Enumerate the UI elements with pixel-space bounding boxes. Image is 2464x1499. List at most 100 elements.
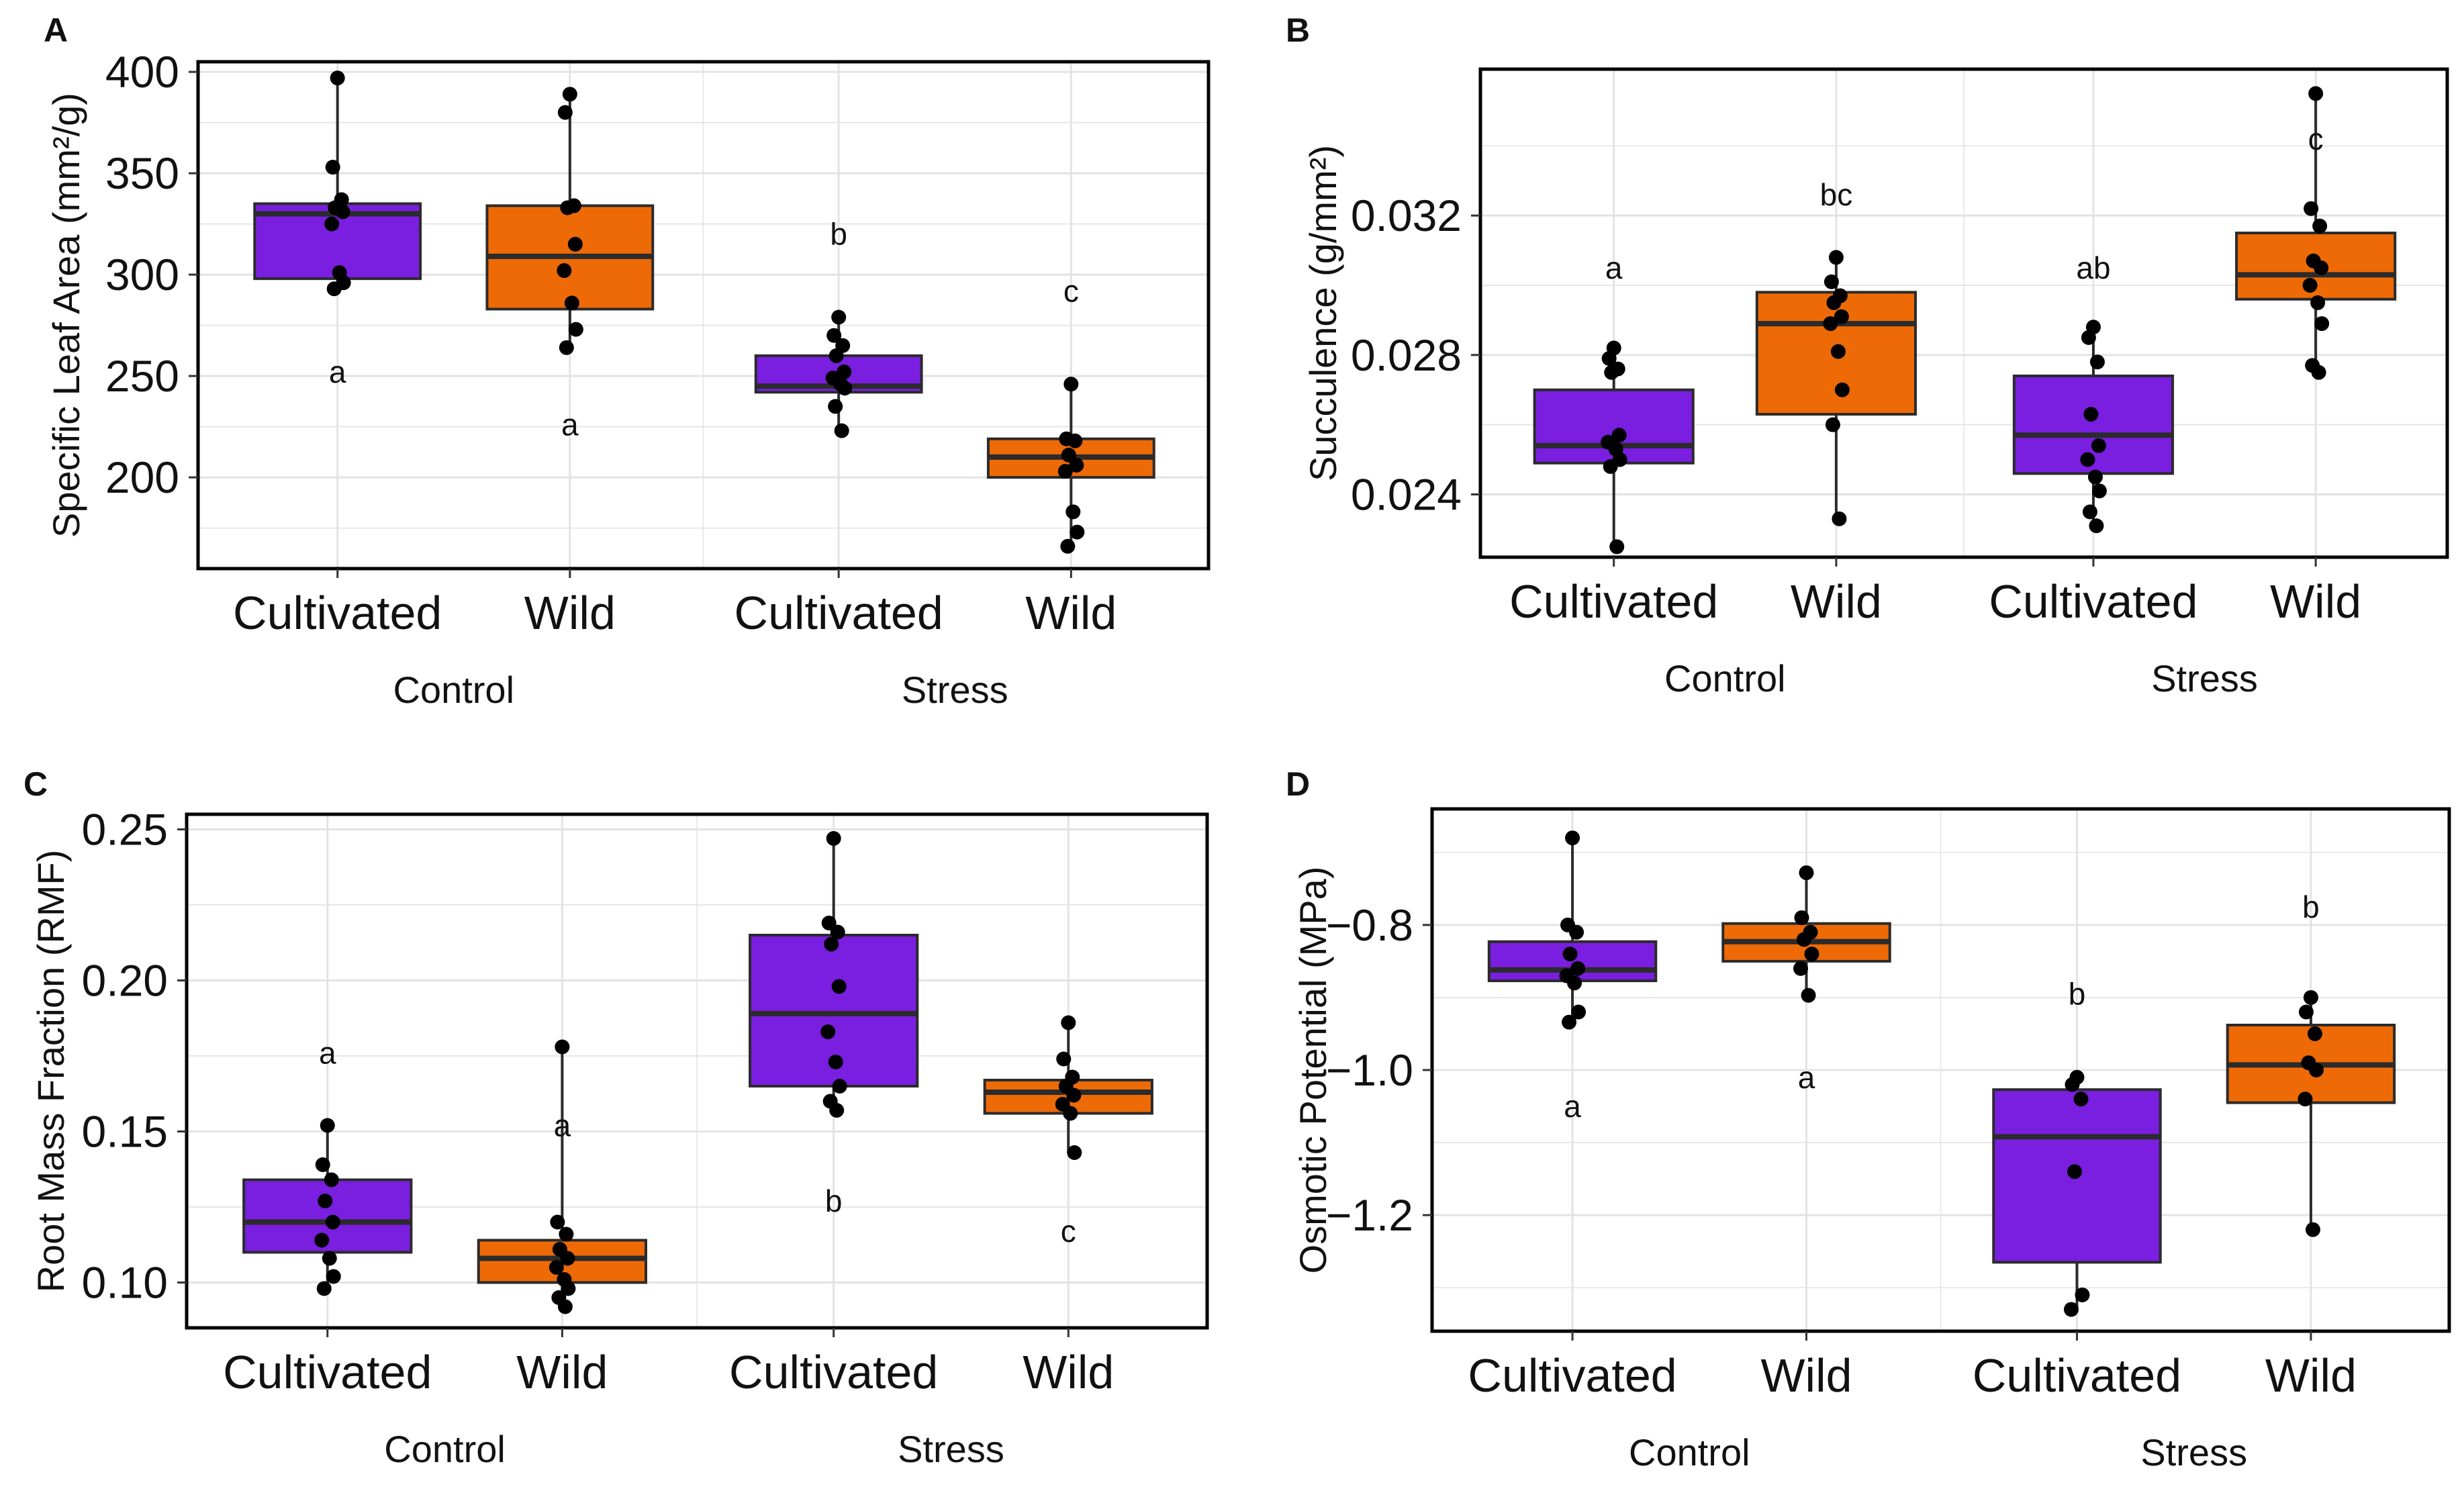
data-point <box>1562 947 1578 962</box>
y-tick-label: 300 <box>105 250 179 299</box>
data-point <box>2303 989 2318 1005</box>
box-control-cultivated: a <box>242 1036 413 1296</box>
significance-letter: c <box>1061 1214 1076 1249</box>
panel-border <box>196 60 1211 571</box>
y-tick-label: 200 <box>105 452 179 502</box>
panel-letter: D <box>1286 765 1310 803</box>
significance-letter: c <box>1063 273 1079 308</box>
x-category-label: Wild <box>1791 575 1882 628</box>
data-point <box>824 936 839 952</box>
data-point <box>820 1024 836 1039</box>
y-tick-label: 0.024 <box>1351 470 1462 520</box>
data-point <box>561 1281 576 1296</box>
data-point <box>1794 910 1809 926</box>
y-tick-label: −0.8 <box>1326 900 1413 950</box>
data-point <box>2312 218 2328 234</box>
data-point <box>557 1299 573 1314</box>
data-point <box>828 399 843 414</box>
data-point <box>1063 1106 1078 1121</box>
data-point <box>837 365 852 380</box>
data-point <box>1601 351 1617 367</box>
data-point <box>1834 382 1850 397</box>
panel-border <box>1478 67 2449 559</box>
data-point <box>2307 1026 2322 1041</box>
data-point <box>2304 201 2319 216</box>
data-point <box>1828 250 1844 265</box>
data-point <box>2091 483 2107 499</box>
data-point <box>2308 86 2324 101</box>
data-point <box>330 70 345 86</box>
data-point <box>324 1172 339 1188</box>
x-category-label: Wild <box>2265 1349 2357 1402</box>
data-point <box>1801 987 1816 1003</box>
data-point <box>1832 511 1847 526</box>
x-group-label: Stress <box>902 669 1008 711</box>
x-category-label: Cultivated <box>223 1346 432 1398</box>
data-point <box>1825 417 1840 432</box>
data-point <box>2067 1164 2083 1179</box>
data-point <box>2080 452 2095 467</box>
data-point <box>2075 1287 2090 1302</box>
y-tick-label: 0.028 <box>1351 330 1462 380</box>
significance-letter: a <box>1564 1089 1581 1124</box>
y-tick-label: 0.10 <box>82 1258 168 1308</box>
y-tick-label: 0.25 <box>82 805 168 855</box>
significance-letter: a <box>554 1108 571 1143</box>
box-control-wild: a <box>477 1039 647 1314</box>
y-tick-label: 250 <box>105 351 179 401</box>
data-point <box>318 1194 333 1208</box>
data-point <box>1799 865 1814 881</box>
data-point <box>830 924 845 940</box>
data-point <box>326 281 342 297</box>
data-point <box>1826 295 1842 310</box>
data-point <box>2082 504 2097 520</box>
data-point <box>325 160 340 175</box>
data-point <box>1063 377 1079 392</box>
data-point <box>326 1269 341 1284</box>
y-tick-label: −1.2 <box>1326 1190 1413 1240</box>
box-stress-cultivated: ab <box>2012 250 2175 534</box>
data-point <box>2297 1092 2313 1107</box>
significance-letter: b <box>2302 889 2320 924</box>
data-point <box>837 381 853 396</box>
x-category-label: Wild <box>1023 1346 1114 1398</box>
data-point <box>2087 469 2103 485</box>
data-point <box>320 1118 335 1133</box>
y-tick-label: 0.20 <box>82 956 168 1006</box>
data-point <box>832 1079 847 1094</box>
grid <box>1480 69 2447 557</box>
data-point <box>2302 277 2318 293</box>
grid <box>198 62 1209 569</box>
x-category-label: Cultivated <box>1989 575 2197 628</box>
box-control-wild: a <box>1721 865 1891 1095</box>
data-point <box>1057 464 1073 479</box>
data-point <box>1067 1145 1082 1160</box>
data-point <box>1834 309 1849 324</box>
x-group-label: Stress <box>898 1428 1004 1470</box>
x-category-label: Cultivated <box>1973 1349 2181 1402</box>
data-point <box>1065 504 1081 520</box>
significance-letter: a <box>319 1036 336 1071</box>
data-point <box>564 295 579 311</box>
box-stress-wild: c <box>983 1015 1153 1249</box>
data-point <box>1609 539 1625 554</box>
x-group-label: Stress <box>2151 657 2258 699</box>
data-point <box>1804 947 1819 962</box>
data-point <box>322 1251 337 1266</box>
data-point <box>559 340 574 355</box>
data-point <box>2305 1222 2320 1237</box>
y-axis-label: Succulence (g/mm²) <box>1302 145 1344 481</box>
data-point <box>831 979 847 994</box>
data-point <box>2298 1004 2314 1020</box>
data-point <box>1823 274 1839 289</box>
significance-letter: c <box>2308 122 2324 156</box>
data-point <box>316 1281 332 1296</box>
data-point <box>1069 457 1084 473</box>
data-point <box>831 309 847 325</box>
x-group-label: Control <box>1629 1431 1750 1473</box>
x-category-label: Cultivated <box>729 1346 938 1398</box>
data-point <box>550 1214 565 1230</box>
box-stress-cultivated: b <box>754 217 923 438</box>
significance-letter: a <box>329 354 346 389</box>
